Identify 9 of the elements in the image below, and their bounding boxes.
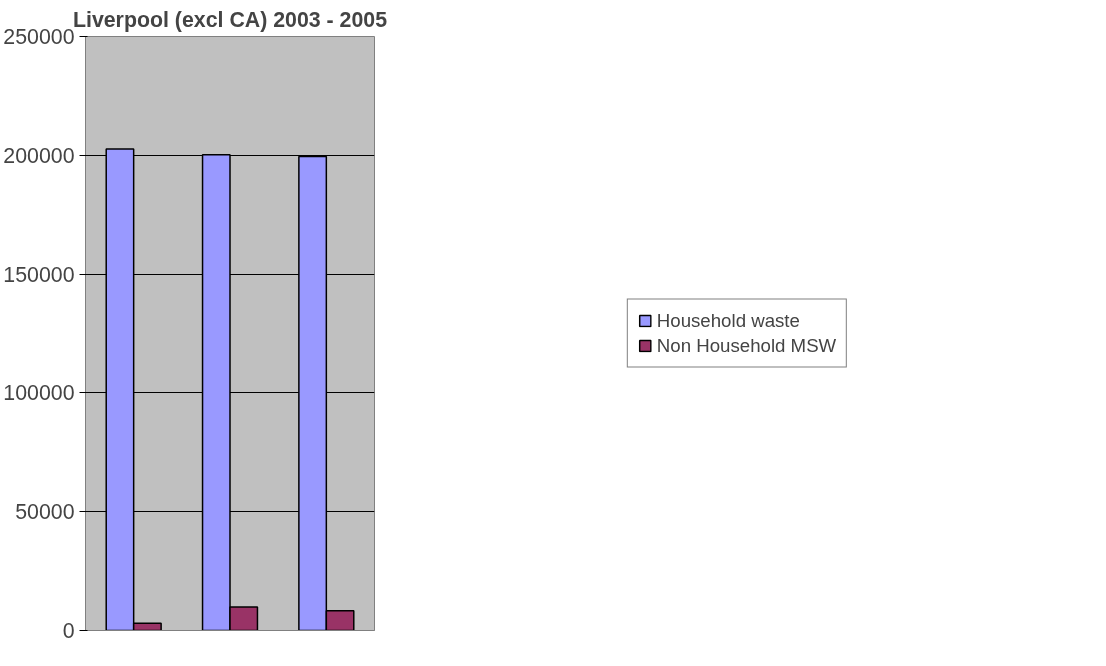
- chart-title: Liverpool (excl CA) 2003 - 2005: [72, 7, 388, 32]
- y-tick-label: 250000: [3, 25, 75, 49]
- legend-label: Household waste: [656, 309, 801, 332]
- y-tick-label: 100000: [3, 381, 75, 406]
- legend-label: Non Household MSW: [656, 334, 837, 357]
- y-tick-label: 0: [62, 619, 75, 643]
- y-tick-label: 200000: [3, 143, 75, 168]
- y-tick-label: 50000: [15, 500, 75, 525]
- y-tick-label: 150000: [3, 262, 75, 287]
